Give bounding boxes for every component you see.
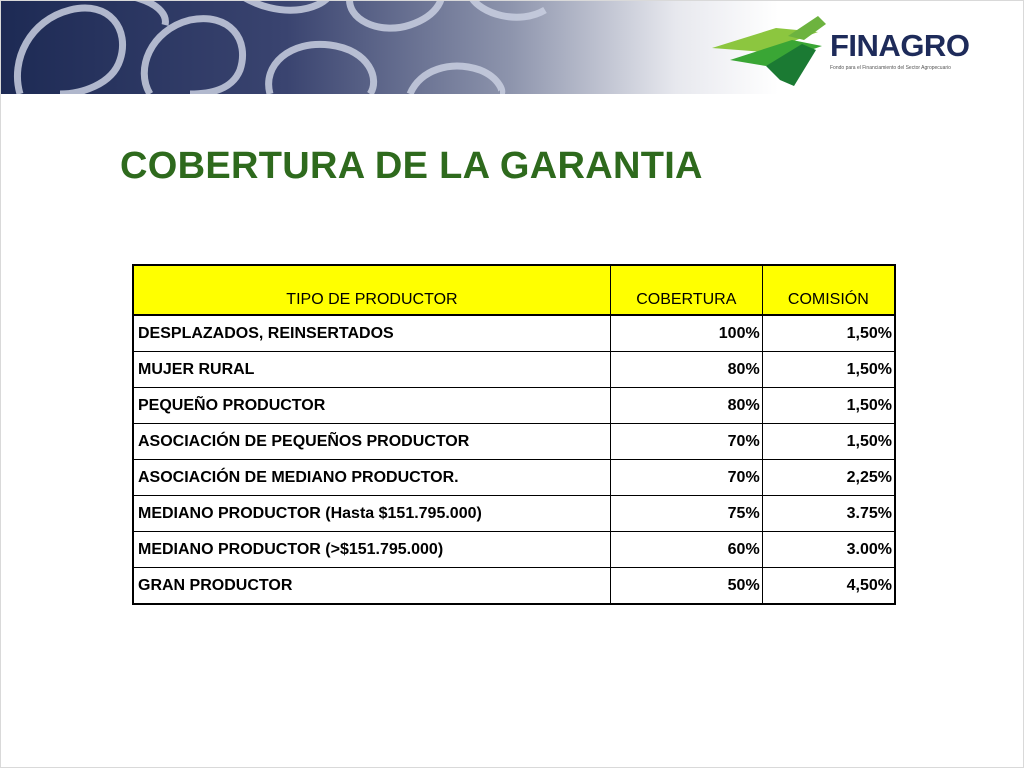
cell-comision: 1,50% (761, 351, 896, 388)
cell-tipo: PEQUEÑO PRODUCTOR (132, 387, 611, 424)
table-row: ASOCIACIÓN DE PEQUEÑOS PRODUCTOR 70% 1,5… (132, 423, 896, 460)
cell-cobertura: 75% (609, 495, 763, 532)
cell-comision: 1,50% (761, 314, 896, 352)
table-row: MEDIANO PRODUCTOR (>$151.795.000) 60% 3.… (132, 531, 896, 568)
logo-wordmark: FINAGRO (830, 28, 970, 63)
coverage-table: TIPO DE PRODUCTOR COBERTURA COMISIÓN DES… (132, 264, 896, 605)
header-comision: COMISIÓN (761, 264, 896, 316)
table-row: MEDIANO PRODUCTOR (Hasta $151.795.000) 7… (132, 495, 896, 532)
finagro-leaf-icon (712, 16, 826, 86)
cell-cobertura: 80% (609, 351, 763, 388)
cell-tipo: DESPLAZADOS, REINSERTADOS (132, 314, 611, 352)
header-tipo-productor: TIPO DE PRODUCTOR (132, 264, 611, 316)
cell-tipo: ASOCIACIÓN DE PEQUEÑOS PRODUCTOR (132, 423, 611, 460)
cell-tipo: MEDIANO PRODUCTOR (>$151.795.000) (132, 531, 611, 568)
cell-comision: 1,50% (761, 423, 896, 460)
cell-cobertura: 60% (609, 531, 763, 568)
cell-tipo: ASOCIACIÓN DE MEDIANO PRODUCTOR. (132, 459, 611, 496)
cell-cobertura: 70% (609, 459, 763, 496)
cell-cobertura: 50% (609, 567, 763, 605)
table-row: PEQUEÑO PRODUCTOR 80% 1,50% (132, 387, 896, 424)
cell-tipo: MUJER RURAL (132, 351, 611, 388)
page-title: COBERTURA DE LA GARANTIA (120, 145, 703, 187)
cell-tipo: MEDIANO PRODUCTOR (Hasta $151.795.000) (132, 495, 611, 532)
cell-tipo: GRAN PRODUCTOR (132, 567, 611, 605)
header-cobertura: COBERTURA (609, 264, 763, 316)
cell-comision: 3.75% (761, 495, 896, 532)
table-row: GRAN PRODUCTOR 50% 4,50% (132, 567, 896, 605)
stone-pattern-decoration (13, 0, 547, 94)
cell-cobertura: 80% (609, 387, 763, 424)
table-header-row: TIPO DE PRODUCTOR COBERTURA COMISIÓN (132, 264, 896, 316)
cell-cobertura: 100% (609, 314, 763, 352)
cell-comision: 3.00% (761, 531, 896, 568)
table-row: MUJER RURAL 80% 1,50% (132, 351, 896, 388)
cell-comision: 1,50% (761, 387, 896, 424)
cell-comision: 4,50% (761, 567, 896, 605)
table-row: ASOCIACIÓN DE MEDIANO PRODUCTOR. 70% 2,2… (132, 459, 896, 496)
logo-tagline: Fondo para el Financiamiento del Sector … (830, 65, 951, 71)
cell-comision: 2,25% (761, 459, 896, 496)
table-row: DESPLAZADOS, REINSERTADOS 100% 1,50% (132, 314, 896, 352)
cell-cobertura: 70% (609, 423, 763, 460)
finagro-logo: FINAGRO Fondo para el Financiamiento del… (706, 10, 996, 92)
